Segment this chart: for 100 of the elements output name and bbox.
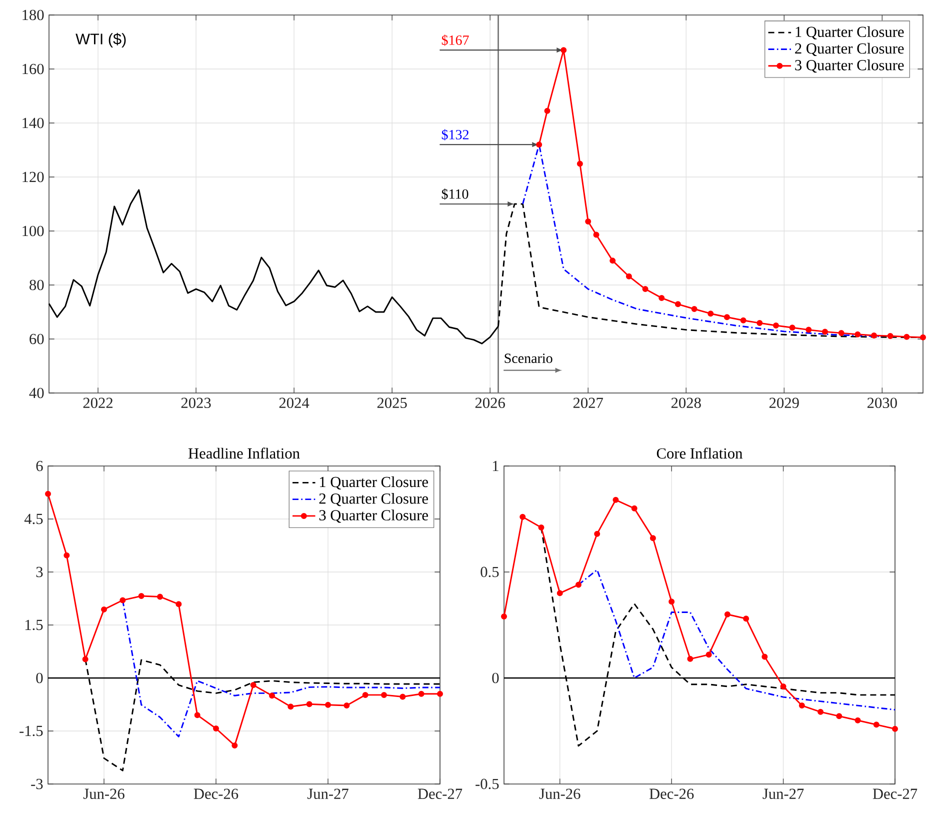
point <box>344 702 350 709</box>
y-tick-label: 100 <box>22 226 44 236</box>
legend-label: 1 Quarter Closure <box>796 26 904 40</box>
y-tick-label: 0 <box>36 672 43 684</box>
point <box>594 530 600 537</box>
y-tick-label: 80 <box>30 280 44 290</box>
x-tick-label: Jun-26 <box>539 788 580 799</box>
x-tick-label: 2025 <box>377 398 407 408</box>
x-tick-label: 2023 <box>181 398 211 408</box>
text: WTI ($) <box>76 32 126 48</box>
point <box>650 535 656 542</box>
point <box>920 334 926 340</box>
point <box>870 332 877 338</box>
point <box>780 683 786 690</box>
point <box>325 702 332 708</box>
y-tick-label: 3 <box>36 566 43 578</box>
point <box>45 490 52 497</box>
x-tick-label: Dec-27 <box>418 788 462 799</box>
point <box>501 614 508 620</box>
ref-line-label: Scenario <box>504 354 552 364</box>
y-tick-label: 140 <box>22 118 44 128</box>
legend-label: 3 Quarter Closure <box>319 510 428 523</box>
point <box>892 726 898 732</box>
y-tick-label: 180 <box>22 10 44 20</box>
point <box>575 582 582 588</box>
x-tick-label: 2022 <box>83 398 112 408</box>
point <box>232 742 238 748</box>
point <box>674 301 681 308</box>
point <box>576 160 583 167</box>
point <box>806 326 812 333</box>
point <box>101 606 108 612</box>
point <box>362 692 368 698</box>
point <box>873 722 880 728</box>
point <box>82 656 88 662</box>
point <box>798 702 805 709</box>
y-tick-label: 6 <box>36 460 43 472</box>
point <box>762 654 768 660</box>
point <box>612 496 619 503</box>
point <box>437 690 444 697</box>
chart-title: Core Inflation <box>656 448 742 459</box>
x-tick-label: Dec-26 <box>194 788 238 799</box>
point <box>772 322 779 328</box>
y-tick-label: 0 <box>492 672 499 684</box>
point <box>269 692 276 699</box>
y-tick-label: 60 <box>30 334 44 344</box>
point <box>418 690 424 697</box>
x-tick-label: Dec-26 <box>649 788 694 799</box>
point <box>642 286 648 292</box>
point <box>381 692 388 698</box>
point <box>691 306 698 312</box>
point <box>560 47 567 54</box>
annotation: $132 <box>442 129 469 140</box>
point <box>120 597 126 604</box>
legend-label: 3 Quarter Closure <box>795 60 904 73</box>
x-tick-label: 2029 <box>769 398 799 408</box>
point <box>194 712 200 718</box>
x-tick-label: 2028 <box>671 398 701 408</box>
point <box>544 108 550 114</box>
point <box>887 333 894 340</box>
point <box>756 320 763 326</box>
y-tick-label: 40 <box>29 388 44 398</box>
point <box>631 505 638 512</box>
point <box>836 713 842 720</box>
point <box>904 334 910 340</box>
point <box>740 317 746 324</box>
y-tick-label: -0.5 <box>476 778 499 790</box>
point <box>536 142 542 148</box>
chart-title: Headline Inflation <box>188 448 300 459</box>
point <box>789 324 796 331</box>
y-tick-label: 0.5 <box>480 566 499 578</box>
point <box>724 611 730 618</box>
point <box>854 717 861 724</box>
point <box>400 694 406 700</box>
point <box>838 330 844 336</box>
point <box>610 258 616 264</box>
point <box>626 273 632 280</box>
point <box>708 310 714 317</box>
point <box>138 593 144 600</box>
point <box>250 682 256 688</box>
point <box>520 514 526 520</box>
point <box>658 294 665 301</box>
point <box>288 704 294 710</box>
x-tick-label: 2026 <box>475 398 505 408</box>
point <box>176 601 182 608</box>
x-tick-label: 2027 <box>573 398 603 408</box>
point <box>724 314 730 320</box>
legend-label: 2 Quarter Closure <box>319 492 428 506</box>
y-tick-label: 120 <box>22 172 44 182</box>
point <box>64 552 70 558</box>
point <box>822 328 828 335</box>
point <box>306 701 312 708</box>
x-tick-label: Jun-27 <box>762 788 804 799</box>
point <box>593 232 600 238</box>
point <box>668 598 675 605</box>
x-tick-label: 2024 <box>279 398 310 408</box>
x-tick-label: 2030 <box>868 398 897 408</box>
annotation: $167 <box>442 34 469 46</box>
point <box>854 331 861 338</box>
x-tick-label: Jun-26 <box>83 788 124 799</box>
annotation: $110 <box>442 188 468 200</box>
